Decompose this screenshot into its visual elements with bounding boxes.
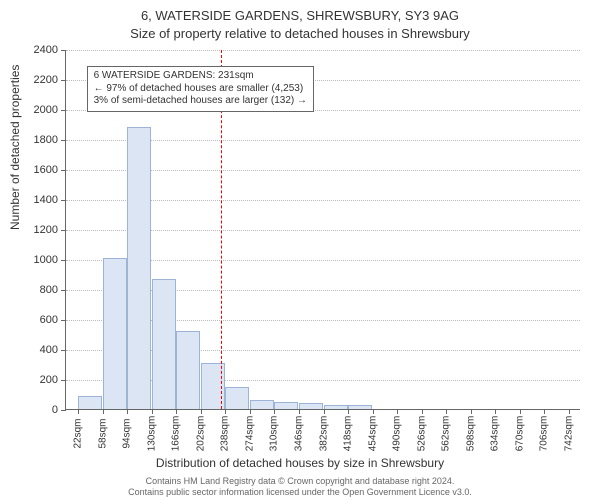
annotation-line-2: ← 97% of detached houses are smaller (4,… [94, 83, 307, 96]
ytick-label: 1400 [18, 194, 58, 206]
footnote-line-1: Contains HM Land Registry data © Crown c… [0, 476, 600, 487]
annotation-line-3: 3% of semi-detached houses are larger (1… [94, 95, 307, 108]
xtick-label: 526sqm [416, 414, 427, 454]
xtick-label: 58sqm [97, 414, 108, 454]
ytick-label: 2200 [18, 74, 58, 86]
xtick-label: 202sqm [195, 414, 206, 454]
xtick-label: 562sqm [441, 414, 452, 454]
xtick-label: 670sqm [514, 414, 525, 454]
ytick-label: 1800 [18, 134, 58, 146]
gridline [66, 50, 580, 51]
xtick-label: 346sqm [293, 414, 304, 454]
ytick-label: 1600 [18, 164, 58, 176]
xtick-label: 634sqm [490, 414, 501, 454]
histogram-bar [250, 400, 274, 409]
xtick-label: 706sqm [539, 414, 550, 454]
xtick-label: 418sqm [343, 414, 354, 454]
histogram-bar [103, 258, 127, 410]
histogram-bar [176, 331, 200, 409]
xtick-label: 454sqm [367, 414, 378, 454]
xtick-label: 94sqm [122, 414, 133, 454]
xtick-label: 310sqm [269, 414, 280, 454]
page-subtitle: Size of property relative to detached ho… [0, 26, 600, 41]
footnote: Contains HM Land Registry data © Crown c… [0, 476, 600, 498]
annotation-line-1: 6 WATERSIDE GARDENS: 231sqm [94, 70, 307, 83]
histogram-bar [299, 403, 323, 409]
ytick-label: 200 [18, 374, 58, 386]
ytick-mark [61, 410, 66, 411]
ytick-label: 0 [18, 404, 58, 416]
xtick-label: 382sqm [318, 414, 329, 454]
annotation-box: 6 WATERSIDE GARDENS: 231sqm ← 97% of det… [87, 66, 314, 112]
ytick-label: 800 [18, 284, 58, 296]
footnote-line-2: Contains public sector information licen… [0, 487, 600, 498]
ytick-label: 1200 [18, 224, 58, 236]
xtick-label: 598sqm [465, 414, 476, 454]
histogram-bar [127, 127, 151, 409]
histogram-bar [274, 402, 298, 410]
ytick-label: 2000 [18, 104, 58, 116]
xtick-label: 166sqm [171, 414, 182, 454]
histogram-bar [78, 396, 102, 409]
ytick-label: 600 [18, 314, 58, 326]
page-title: 6, WATERSIDE GARDENS, SHREWSBURY, SY3 9A… [0, 8, 600, 23]
xtick-label: 238sqm [220, 414, 231, 454]
xtick-label: 130sqm [146, 414, 157, 454]
ytick-label: 400 [18, 344, 58, 356]
xtick-label: 22sqm [73, 414, 84, 454]
xtick-label: 742sqm [563, 414, 574, 454]
ytick-label: 2400 [18, 44, 58, 56]
x-axis-label: Distribution of detached houses by size … [0, 456, 600, 470]
histogram-bar [348, 405, 372, 410]
histogram-bar [225, 387, 249, 410]
ytick-label: 1000 [18, 254, 58, 266]
xtick-label: 274sqm [244, 414, 255, 454]
histogram-bar [152, 279, 176, 410]
histogram-bar [324, 405, 348, 410]
histogram-plot: 6 WATERSIDE GARDENS: 231sqm ← 97% of det… [65, 50, 580, 410]
xtick-label: 490sqm [392, 414, 403, 454]
